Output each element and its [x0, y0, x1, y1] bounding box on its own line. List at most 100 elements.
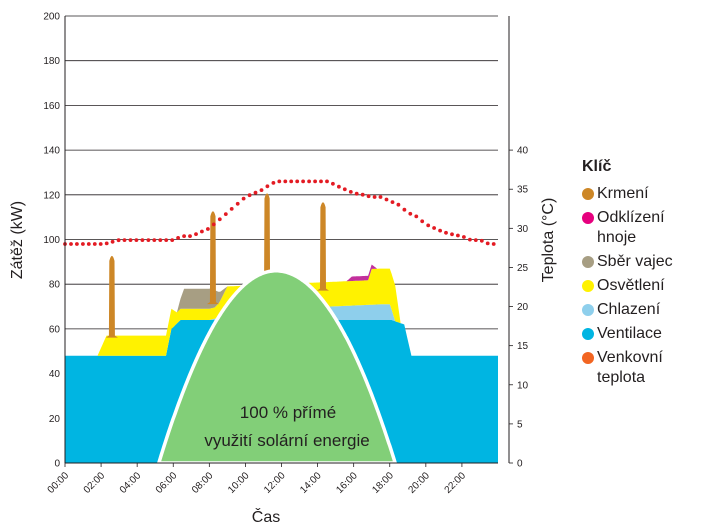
temperature-point [485, 241, 490, 246]
temperature-point [164, 238, 169, 243]
y2-tick-label-10: 10 [517, 380, 529, 391]
temperature-point [277, 179, 282, 184]
legend-label: Krmení [597, 185, 649, 202]
temperature-point [98, 242, 103, 246]
legend-label: Venkovní teplota [597, 349, 663, 386]
x-tick-label-10:00: 10:00 [226, 470, 252, 496]
temperature-point [354, 191, 359, 196]
x-tick-label-02:00: 02:00 [82, 470, 108, 496]
feeding-spike-2 [206, 211, 219, 305]
temperature-point [152, 238, 157, 243]
legend: Klíč Krmení Odklízení hnoje Sběr vajec Osvě… [582, 158, 700, 392]
temperature-point [265, 184, 270, 189]
y2-tick-label-15: 15 [517, 341, 529, 352]
temperature-point [223, 212, 228, 217]
x-tick-label-20:00: 20:00 [406, 470, 432, 496]
temperature-point [229, 207, 234, 211]
temperature-point [259, 188, 264, 193]
feeding-spike-4 [316, 202, 329, 291]
temperature-point [206, 227, 210, 231]
temperature-point [170, 238, 175, 243]
y-tick-label-160: 160 [43, 101, 60, 112]
x-axis-title: Čas [252, 507, 280, 526]
legend-label: Sběr vajec [597, 253, 673, 270]
y-tick-label-0: 0 [54, 459, 60, 470]
y-tick-label-180: 180 [43, 56, 60, 67]
y-tick-label-20: 20 [49, 414, 61, 425]
legend-label: Odklízení hnoje [597, 209, 665, 246]
feeding-spike-3 [261, 193, 274, 287]
y2-tick-label-35: 35 [517, 185, 529, 196]
temperature-point [432, 226, 436, 230]
legend-swatch [582, 256, 594, 268]
x-tick-label-06:00: 06:00 [154, 470, 180, 496]
temperature-point [456, 233, 460, 238]
temperature-point [390, 200, 395, 205]
legend-swatch [582, 328, 594, 340]
y-tick-label-60: 60 [49, 324, 61, 335]
y2-tick-label-25: 25 [517, 263, 529, 274]
y2-tick-label-0: 0 [517, 459, 523, 470]
legend-item: Venkovní teplota [582, 348, 700, 388]
temperature-point [140, 238, 145, 243]
temperature-point [366, 194, 371, 199]
temperature-point [188, 234, 192, 239]
temperature-point [491, 242, 496, 246]
y-axis-title: Zátěž (kW) [9, 201, 26, 279]
temperature-point [384, 197, 389, 202]
temperature-point [92, 242, 97, 246]
solar-label-line1: 100 % přímé [240, 403, 336, 422]
temperature-point [450, 232, 454, 237]
temperature-point [194, 232, 198, 237]
area-cooling [65, 304, 498, 356]
x-tick-label-16:00: 16:00 [334, 470, 360, 496]
temperature-point [438, 228, 442, 233]
area-solar-energy [157, 269, 397, 465]
temperature-point [211, 222, 216, 227]
temperature-point [104, 241, 109, 246]
legend-items: Krmení Odklízení hnoje Sběr vajec Osvětlení… [582, 184, 700, 388]
y-tick-label-140: 140 [43, 146, 60, 157]
legend-item: Odklízení hnoje [582, 208, 700, 248]
y-tick-label-120: 120 [43, 190, 60, 201]
temperature-point [307, 179, 311, 184]
legend-item: Krmení [582, 184, 700, 204]
legend-label: Osvětlení [597, 277, 665, 294]
temperature-point [402, 207, 407, 212]
temperature-point [134, 238, 139, 243]
temperature-point [182, 234, 187, 239]
temperature-point [396, 202, 401, 207]
data-areas [65, 193, 498, 465]
x-tick-label-00:00: 00:00 [46, 470, 72, 496]
legend-item: Sběr vajec [582, 252, 700, 272]
temperature-point [289, 179, 294, 184]
temperature-point [247, 193, 252, 198]
temperature-point [319, 179, 323, 184]
temperature-point [295, 179, 300, 184]
legend-label: Chlazení [597, 301, 661, 318]
y-tick-label-200: 200 [43, 12, 60, 23]
temperature-point [420, 219, 425, 224]
temperature-point [158, 238, 163, 243]
y-tick-label-40: 40 [49, 369, 61, 380]
temperature-point [348, 190, 353, 194]
x-tick-label-18:00: 18:00 [370, 470, 396, 496]
temperature-point [235, 201, 240, 206]
y2-tick-label-5: 5 [517, 419, 523, 430]
legend-label: Ventilace [597, 325, 662, 342]
solar-label-line2: využití solární energie [204, 431, 369, 450]
temperature-point [146, 238, 151, 243]
temperature-point [337, 184, 341, 189]
legend-item: Ventilace [582, 324, 700, 344]
x-tick-label-14:00: 14:00 [298, 470, 324, 496]
temperature-point [217, 217, 222, 222]
temperature-point [360, 192, 365, 197]
legend-swatch [582, 280, 594, 292]
temperature-point [462, 235, 466, 239]
x-tick-label-22:00: 22:00 [443, 470, 469, 496]
temperature-point [116, 238, 121, 243]
temperature-points [63, 179, 496, 246]
temperature-point [313, 179, 317, 184]
temperature-point [271, 181, 276, 185]
temperature-point [75, 242, 79, 246]
